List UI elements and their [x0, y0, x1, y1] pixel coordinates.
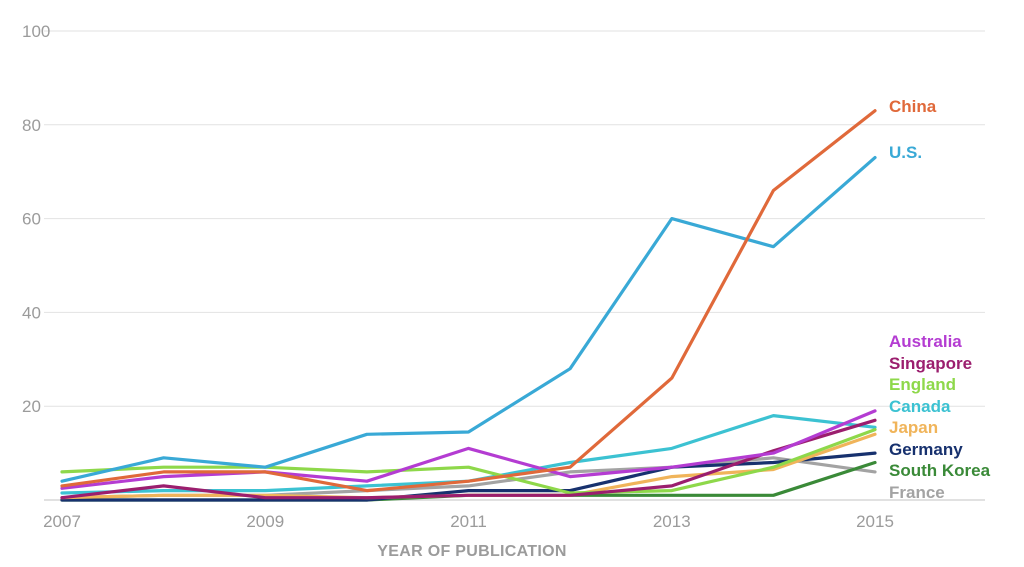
series-label-canada: Canada [889, 397, 951, 416]
series-label-china: China [889, 97, 937, 116]
series-line-england [60, 428, 877, 495]
series-label-germany: Germany [889, 440, 963, 459]
y-tick-label: 80 [22, 116, 41, 135]
x-tick-label: 2007 [43, 512, 81, 531]
x-tick-label: 2013 [653, 512, 691, 531]
y-tick-label: 40 [22, 303, 41, 322]
series-line-china [60, 109, 877, 493]
series-label-england: England [889, 375, 956, 394]
y-tick-label: 100 [22, 22, 50, 41]
x-tick-label: 2009 [246, 512, 284, 531]
series-layer [60, 109, 877, 502]
y-tick-label: 20 [22, 397, 41, 416]
series-line-u-s [60, 156, 877, 483]
y-tick-label: 60 [22, 210, 41, 229]
series-label-singapore: Singapore [889, 354, 972, 373]
series-label-australia: Australia [889, 332, 962, 351]
series-label-france: France [889, 483, 945, 502]
x-axis-title: YEAR OF PUBLICATION [377, 543, 566, 560]
series-label-south-korea: South Korea [889, 461, 991, 480]
label-layer: China U.S. Australia Singapore England Canada… [889, 97, 991, 502]
series-line-singapore [60, 418, 877, 500]
x-tick-label: 2015 [856, 512, 894, 531]
x-tick-label: 2011 [450, 512, 487, 531]
series-label-u-s: U.S. [889, 143, 922, 162]
series-label-japan: Japan [889, 418, 938, 437]
series-line-australia [60, 409, 877, 490]
grid-layer: 100 80 60 40 20 2007 2009 2011 2013 2015 [22, 22, 985, 531]
